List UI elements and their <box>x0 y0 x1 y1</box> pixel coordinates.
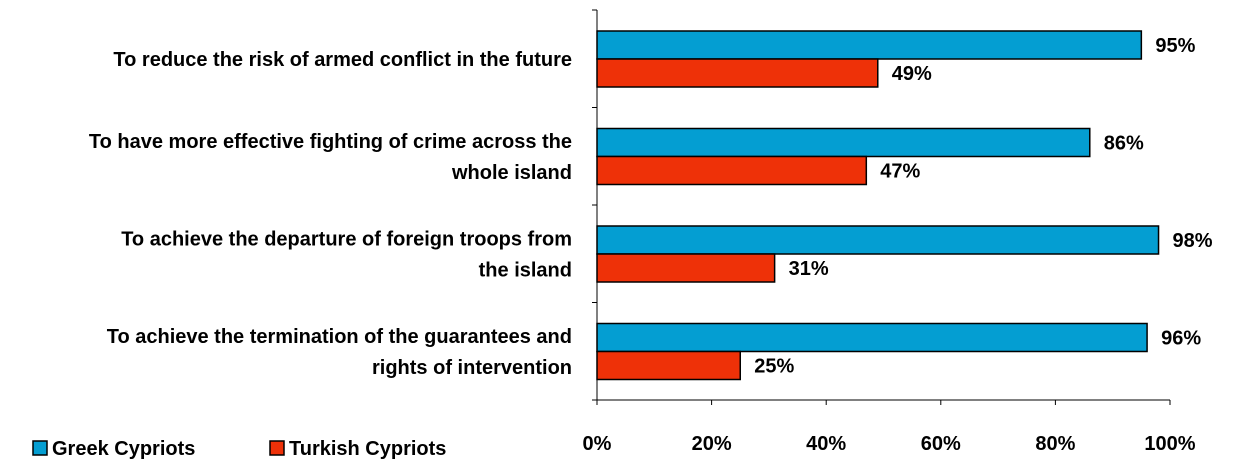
bar-turkish-2 <box>596 253 776 283</box>
legend-swatch-turkish <box>269 440 285 456</box>
category-label-1-1: whole island <box>451 162 572 184</box>
bar-greek-1 <box>596 127 1091 158</box>
category-label-1-0: To have more effective fighting of crime… <box>89 131 572 153</box>
bar-turkish-3 <box>596 350 741 381</box>
bar-turkish-0 <box>596 58 879 88</box>
x-tick-label-3: 60% <box>921 433 961 455</box>
x-tick-label-2: 40% <box>806 433 846 455</box>
x-tick-label-5: 100% <box>1144 433 1195 455</box>
bar-greek-0 <box>596 30 1143 60</box>
data-label-greek-0: 95% <box>1155 35 1195 57</box>
category-label-3-0: To achieve the termination of the guaran… <box>107 326 572 348</box>
data-label-greek-2: 98% <box>1173 230 1213 252</box>
x-tick-label-0: 0% <box>583 433 612 455</box>
data-label-turkish-2: 31% <box>789 258 829 280</box>
legend-label-turkish: Turkish Cypriots <box>289 438 446 460</box>
data-label-turkish-3: 25% <box>754 356 794 378</box>
category-label-2-0: To achieve the departure of foreign troo… <box>121 229 572 251</box>
bar-turkish-1 <box>596 155 868 186</box>
category-label-0-0: To reduce the risk of armed conflict in … <box>113 49 572 71</box>
x-tick-label-1: 20% <box>692 433 732 455</box>
legend-label-greek: Greek Cypriots <box>52 438 195 460</box>
data-label-greek-3: 96% <box>1161 328 1201 350</box>
category-label-2-1: the island <box>479 260 572 282</box>
bar-greek-3 <box>596 322 1148 353</box>
data-label-turkish-1: 47% <box>880 161 920 183</box>
data-label-greek-1: 86% <box>1104 133 1144 155</box>
legend-swatch-greek <box>32 440 48 456</box>
category-label-3-1: rights of intervention <box>372 357 572 379</box>
x-tick-label-4: 80% <box>1035 433 1075 455</box>
data-label-turkish-0: 49% <box>892 63 932 85</box>
bar-greek-2 <box>596 225 1160 255</box>
